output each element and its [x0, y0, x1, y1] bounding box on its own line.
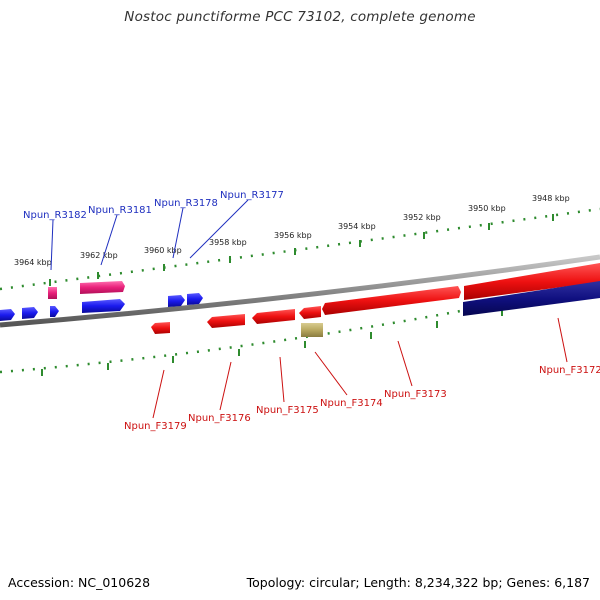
- gene-blue-left-1[interactable]: [0, 309, 15, 321]
- gene-npun-r3182[interactable]: [48, 287, 57, 299]
- gene-npun-f3173[interactable]: [322, 286, 461, 315]
- label-npun-r3181[interactable]: Npun_R3181: [88, 205, 152, 216]
- genome-title: Nostoc punctiforme PCC 73102, complete g…: [124, 9, 476, 25]
- accession-text: Accession: NC_010628: [8, 575, 151, 590]
- label-npun-r3177[interactable]: Npun_R3177: [220, 190, 284, 201]
- upper-ruler-dots: [0, 207, 600, 291]
- label-npun-r3178[interactable]: Npun_R3178: [154, 198, 218, 209]
- label-npun-f3176[interactable]: Npun_F3176: [188, 413, 251, 424]
- label-npun-f3172[interactable]: Npun_F3172: [539, 365, 600, 376]
- ruler-label-3960: 3960 kbp: [144, 246, 182, 255]
- gene-blue-left-2[interactable]: [22, 307, 38, 319]
- gene-npun-f3179[interactable]: [151, 322, 170, 334]
- gene-npun-r3181-blue[interactable]: [82, 299, 125, 313]
- reverse-label-leaders: [50, 199, 249, 271]
- label-npun-r3182[interactable]: Npun_R3182: [23, 210, 87, 221]
- genome-summary-text: Topology: circular; Length: 8,234,322 bp…: [246, 575, 590, 590]
- ruler-label-3952: 3952 kbp: [403, 213, 441, 222]
- gene-npun-r3181[interactable]: [80, 281, 125, 294]
- label-npun-f3173[interactable]: Npun_F3173: [384, 389, 447, 400]
- ruler-label-3958: 3958 kbp: [209, 238, 247, 247]
- ruler-label-3948: 3948 kbp: [532, 194, 570, 203]
- ruler-label-3956: 3956 kbp: [274, 231, 312, 240]
- gene-npun-f3174-olive[interactable]: [301, 323, 323, 337]
- gene-npun-f3172-lower[interactable]: [463, 281, 600, 316]
- gene-blue-left-3[interactable]: [50, 306, 59, 317]
- genome-backbone: [0, 254, 600, 328]
- forward-label-leaders: [152, 317, 568, 419]
- gene-npun-f3176[interactable]: [207, 314, 245, 328]
- ruler-label-3950: 3950 kbp: [468, 204, 506, 213]
- label-npun-f3175[interactable]: Npun_F3175: [256, 405, 319, 416]
- gene-npun-f3172-upper[interactable]: [464, 263, 600, 300]
- gene-npun-r3178[interactable]: [168, 295, 185, 307]
- gene-npun-f3174[interactable]: [299, 306, 321, 319]
- upper-ruler-major-ticks: [49, 214, 554, 286]
- ruler-label-3954: 3954 kbp: [338, 222, 376, 231]
- label-npun-f3174[interactable]: Npun_F3174: [320, 398, 383, 409]
- gene-npun-r3177[interactable]: [187, 293, 203, 305]
- ruler-label-3964: 3964 kbp: [14, 258, 52, 267]
- gene-npun-f3175[interactable]: [252, 309, 295, 324]
- ruler-label-3962: 3962 kbp: [80, 251, 118, 260]
- label-npun-f3179[interactable]: Npun_F3179: [124, 421, 187, 432]
